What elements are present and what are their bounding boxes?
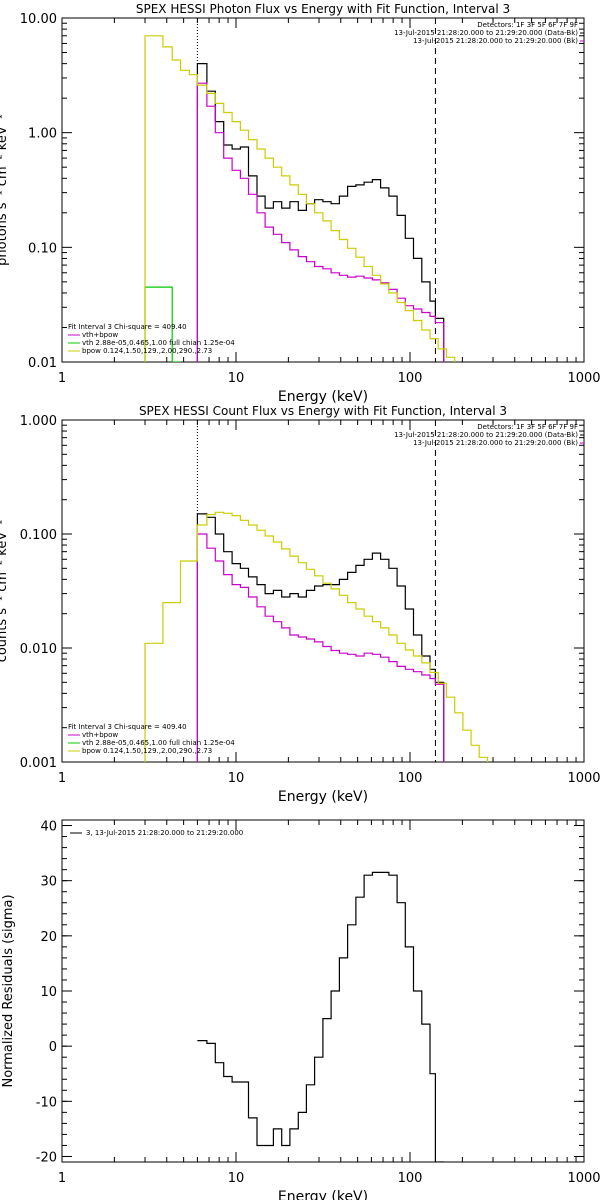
y-tick-label: 40 bbox=[40, 820, 57, 835]
y-tick-label: 0.100 bbox=[20, 528, 57, 543]
y-tick-label: 30 bbox=[40, 875, 57, 890]
x-tick-label: 1 bbox=[58, 371, 66, 386]
y-tick-label: 0.10 bbox=[28, 241, 57, 256]
x-tick-label: 100 bbox=[398, 771, 423, 786]
legend-entry: bpow 0.124,1.50,129.,2.00,290.,2.73 bbox=[82, 347, 212, 355]
y-tick-label: -20 bbox=[36, 1150, 57, 1165]
chart-panel-count: SPEX HESSI Count Flux vs Energy with Fit… bbox=[0, 404, 600, 805]
plot-frame bbox=[61, 419, 585, 763]
legend-entry: vth 2.88e-05,0.465,1.00 full chian 1.25e… bbox=[82, 339, 235, 347]
x-tick-label: 1000 bbox=[567, 1171, 600, 1186]
x-tick-label: 100 bbox=[398, 1171, 423, 1186]
legend-entry: vth+bpow bbox=[82, 331, 118, 339]
y-tick-label: 0.001 bbox=[20, 756, 57, 771]
x-axis-label: Energy (keV) bbox=[278, 389, 368, 405]
legend-entry: vth 2.88e-05,0.465,1.00 full chian 1.25e… bbox=[82, 739, 235, 747]
y-tick-label: 1.00 bbox=[28, 127, 57, 142]
plot-frame bbox=[61, 819, 585, 1163]
header-line-2: 13-Jul-2015 21:28:20.000 to 21:29:20.000… bbox=[413, 439, 578, 447]
series-bk bbox=[196, 82, 445, 362]
series-bpow bbox=[144, 35, 456, 362]
plot-frame bbox=[61, 17, 585, 363]
chart-title: SPEX HESSI Photon Flux vs Energy with Fi… bbox=[136, 2, 510, 16]
series-bk bbox=[196, 533, 445, 762]
y-tick-label: 0 bbox=[49, 1040, 57, 1055]
y-axis-label: photons s⁻¹ cm⁻² keV⁻¹ bbox=[0, 114, 10, 266]
chart-panel-resid: 1 10 100 1000 Energy (keV) -20 -10 0 10 20 30 40 Nor… bbox=[1, 819, 600, 1200]
header-line-0: Detectors: 1F 3F 5F 6F 7F 9F bbox=[477, 21, 578, 29]
series-data-bk bbox=[196, 513, 445, 762]
y-tick-label: 0.01 bbox=[28, 356, 57, 371]
series-data-bk bbox=[196, 63, 445, 362]
header-line-1: 13-Jul-2015 21:28:20.000 to 21:29:20.000… bbox=[394, 431, 578, 439]
legend-entry: bpow 0.124,1.50,129.,2.00,290.,2.73 bbox=[82, 747, 212, 755]
legend-entry: vth+bpow bbox=[82, 731, 118, 739]
series-3-13-jul-2015-21-28-20-000-to-21-29-20-000 bbox=[197, 871, 445, 1162]
header-line-2: 13-Jul-2015 21:28:20.000 to 21:29:20.000… bbox=[413, 37, 578, 45]
y-tick-label: 0.010 bbox=[20, 642, 57, 657]
legend-entry: 3, 13-Jul-2015 21:28:20.000 to 21:29:20.… bbox=[86, 829, 243, 837]
chart-panel-photon: SPEX HESSI Photon Flux vs Energy with Fi… bbox=[0, 2, 600, 405]
x-tick-label: 1000 bbox=[567, 371, 600, 386]
x-tick-label: 1000 bbox=[567, 771, 600, 786]
x-tick-label: 1 bbox=[58, 1171, 66, 1186]
header-line-1: 13-Jul-2015 21:28:20.000 to 21:29:20.000… bbox=[394, 29, 578, 37]
y-axis-label: Normalized Residuals (sigma) bbox=[1, 894, 16, 1087]
series-bpow bbox=[144, 511, 489, 762]
x-tick-label: 10 bbox=[228, 771, 245, 786]
legend-header: Fit Interval 3 Chi-square = 409.40 bbox=[68, 323, 187, 331]
x-tick-label: 10 bbox=[228, 371, 245, 386]
chart-title: SPEX HESSI Count Flux vs Energy with Fit… bbox=[139, 404, 507, 418]
y-tick-label: 20 bbox=[40, 930, 57, 945]
x-tick-label: 1 bbox=[58, 771, 66, 786]
header-line-0: Detectors: 1F 3F 5F 6F 7F 9F bbox=[477, 423, 578, 431]
y-tick-label: 10.00 bbox=[20, 12, 57, 27]
x-axis-label: Energy (keV) bbox=[278, 789, 368, 805]
y-tick-label: 1.000 bbox=[20, 414, 57, 429]
series-vth bbox=[144, 286, 181, 362]
x-axis-label: Energy (keV) bbox=[278, 1189, 368, 1200]
legend-header: Fit Interval 3 Chi-square = 409.40 bbox=[68, 723, 187, 731]
y-tick-label: -10 bbox=[36, 1095, 57, 1110]
y-axis-label: counts s⁻¹ cm⁻² keV⁻¹ bbox=[0, 520, 10, 663]
x-tick-label: 10 bbox=[228, 1171, 245, 1186]
y-tick-label: 10 bbox=[40, 985, 57, 1000]
x-tick-label: 100 bbox=[398, 371, 423, 386]
